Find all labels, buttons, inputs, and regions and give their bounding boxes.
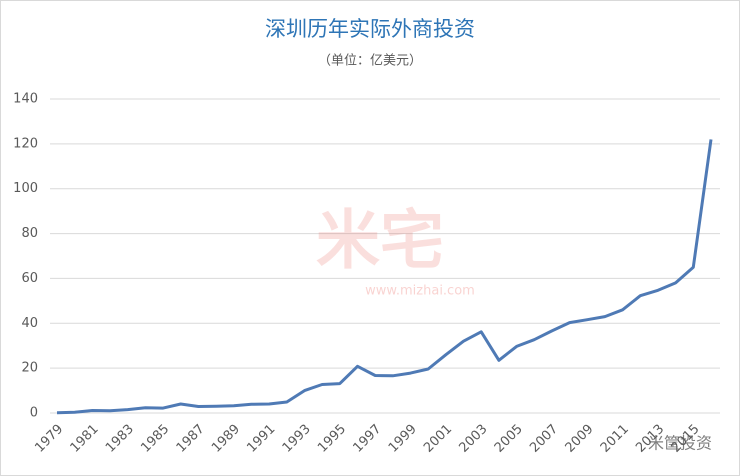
- watermark: www.mizhai.com: [365, 284, 475, 299]
- y-tick-label: 40: [21, 316, 38, 331]
- y-tick-label: 80: [21, 226, 38, 241]
- y-tick-label: 60: [21, 271, 38, 286]
- chart-subtitle: （单位：亿美元）: [318, 54, 422, 69]
- y-tick-label: 140: [13, 92, 38, 107]
- chart-title: 深圳历年实际外商投资: [265, 17, 475, 41]
- y-tick-label: 0: [30, 406, 38, 421]
- y-tick-label: 20: [21, 361, 38, 376]
- y-tick-label: 100: [13, 181, 38, 196]
- y-tick-label: 120: [13, 136, 38, 151]
- data-line: [56, 139, 713, 415]
- watermark: 米筐投资: [648, 434, 712, 453]
- watermark: 米宅: [316, 205, 444, 279]
